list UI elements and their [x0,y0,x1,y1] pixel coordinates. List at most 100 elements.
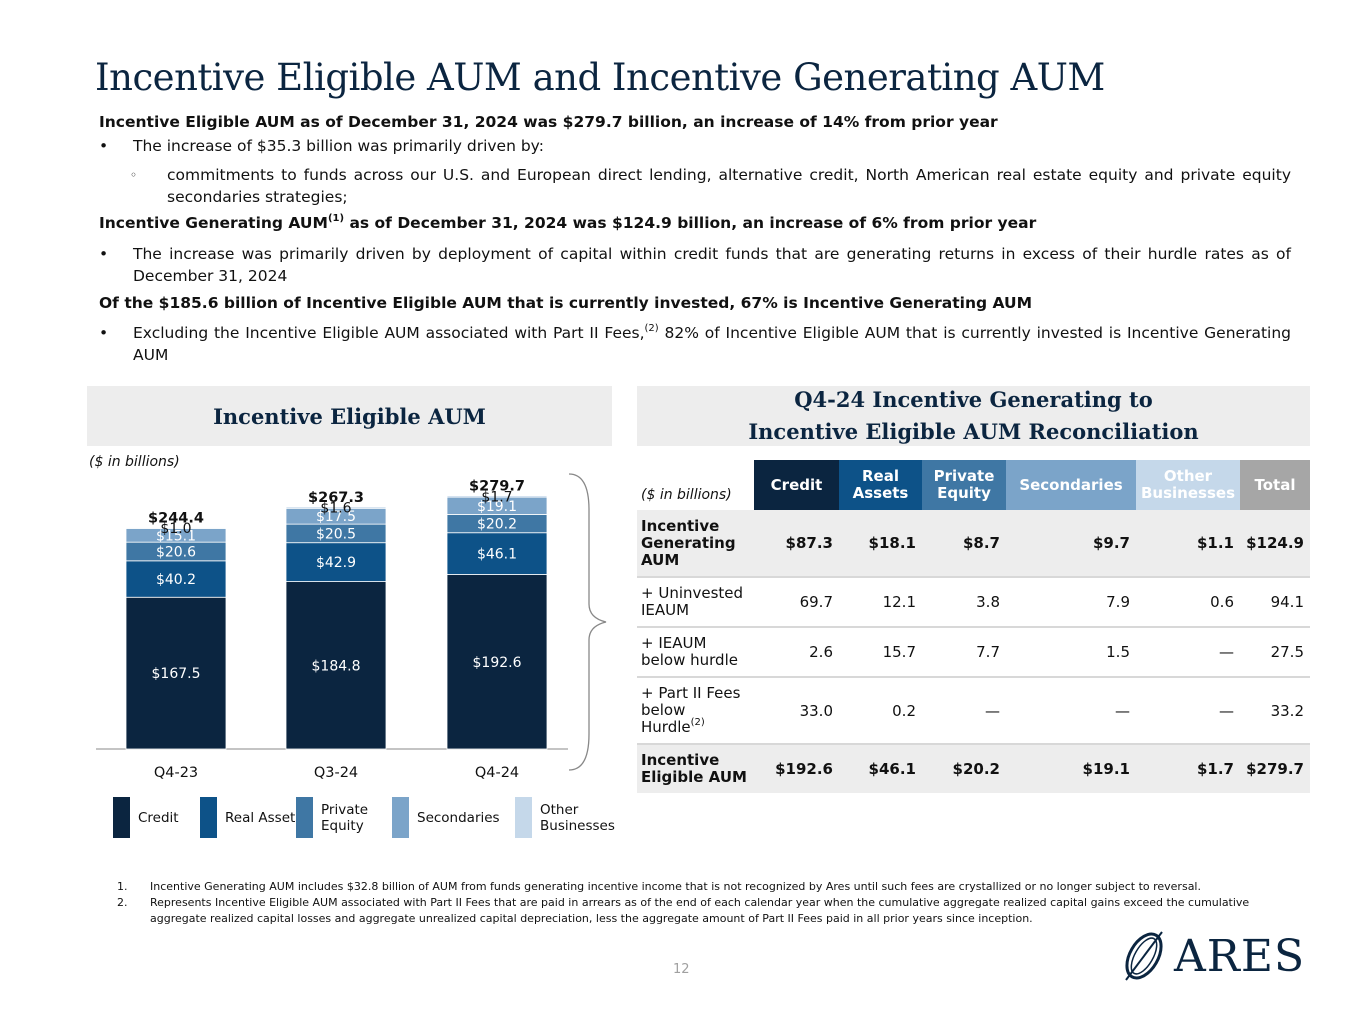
bar-value-label: $20.5 [316,526,356,542]
sub-bullet-mark: ◦ [130,168,138,182]
chart-units-note: ($ in billions) [89,454,180,470]
legend-item: Other Businesses [515,797,620,838]
table-cell: $9.7 [1006,510,1136,578]
ares-logo: ARES [1118,928,1305,984]
table-row: Incentive Eligible AUM $192.6 $46.1 $20.2 $1… [637,744,1310,793]
row-label: + Part II Fees below Hurdle(2) [637,677,754,745]
table-cell: $8.7 [922,510,1006,578]
logo-wordmark: ARES [1174,930,1306,982]
bar-value-label: $46.1 [477,547,517,563]
bar-total-label: $267.3 [308,490,364,506]
footnote-text: Represents Incentive Eligible AUM associ… [150,896,1250,925]
sub-bullet-text: commitments to funds across our U.S. and… [167,166,1291,206]
footnotes: 1. Incentive Generating AUM includes $32… [117,879,1307,927]
table-cell: — [1006,677,1136,745]
legend-label: Credit [138,809,179,826]
bar-value-label: $19.1 [477,499,517,515]
row-label: + Uninvested IEAUM [637,577,754,628]
bar-segment [125,596,227,750]
row-label: Incentive Eligible AUM [637,744,754,793]
bar-value-label: $184.8 [312,658,361,674]
bullet-text: The increase was primarily driven by dep… [133,245,1291,285]
bar-value-label: $17.5 [316,509,356,525]
summary-bullet-increase: • The increase of $35.3 billion was prim… [99,135,1291,157]
table-cell: — [922,677,1006,745]
table-cell: 15.7 [839,627,922,678]
bar-value-label: $1.0 [160,521,191,537]
heading-text-b: as of December 31, 2024 was $124.9 billi… [344,214,1037,232]
stacked-bar-chart: $167.5 $40.2 $20.6$15.1$1.0$244.4 Q4-23 $184… [96,473,607,781]
table-cell: $87.3 [754,510,839,578]
table-row: + IEAUM below hurdle 2.6 15.7 7.7 1.5—27.5 [637,627,1310,678]
table-cell: 3.8 [922,577,1006,628]
bar-value-label: $167.5 [152,666,201,682]
footnote-text: Incentive Generating AUM includes $32.8 … [150,880,1201,893]
column-header: Other Businesses [1136,460,1240,510]
column-header: Private Equity [922,460,1006,510]
legend-label: Other Businesses [540,801,615,834]
row-label: + IEAUM below hurdle [637,627,754,678]
table-cell: — [1136,627,1240,678]
summary-heading-ieaum: Incentive Eligible AUM as of December 31… [99,113,998,131]
bullet-mark: • [99,245,109,263]
table-cell: $1.7 [1136,744,1240,793]
bar-value-label: $192.6 [473,655,522,671]
bar-segment [285,506,387,509]
bar-total-label: $279.7 [469,479,525,495]
reconciliation-brace [568,473,607,771]
summary-bullet-part-ii: • Excluding the Incentive Eligible AUM a… [99,322,1291,366]
legend-swatch [515,797,532,838]
table-cell: — [1136,677,1240,745]
bar-value-label: $42.9 [316,555,356,571]
bar-segment [446,574,548,750]
bullet-text-b: 82% of Incentive Eligible AUM that is cu… [133,324,1291,364]
bar-value-label: $40.2 [156,572,196,588]
legend-item: Real Assets [200,797,305,838]
table-row: + Part II Fees below Hurdle(2) 33.0 0.2— — —… [637,677,1310,745]
table-header-row: ($ in billions) Credit Real Assets Private… [637,460,1310,510]
x-tick-label: Q4-24 [475,765,519,781]
table-cell: 1.5 [1006,627,1136,678]
column-header: Total [1240,460,1310,510]
table-cell: 0.2 [839,677,922,745]
table-cell: 33.2 [1240,677,1310,745]
table-cell: 2.6 [754,627,839,678]
footnote-ref: (2) [690,717,705,728]
table-cell: 27.5 [1240,627,1310,678]
bar-total-label: $244.4 [148,511,204,527]
table-cell: 0.6 [1136,577,1240,628]
table-cell: $192.6 [754,744,839,793]
chart-panel-heading: Incentive Eligible AUM [87,386,612,446]
bullet-text: The increase of $35.3 billion was primar… [133,137,544,155]
reconciliation-table: ($ in billions) Credit Real Assets Private… [637,460,1310,793]
legend-item: Secondaries [392,797,507,838]
table-cell: 33.0 [754,677,839,745]
legend-item: Credit [113,797,228,838]
legend-swatch [392,797,409,838]
bullet-mark: • [99,137,109,155]
footnote-ref-2: (2) [644,323,659,334]
table-row: + Uninvested IEAUM 69.7 12.1 3.8 7.9 0.6 94.1 [637,577,1310,628]
row-label: Incentive Generating AUM [637,510,754,578]
legend-label: Real Assets [225,809,303,826]
table-cell: $124.9 [1240,510,1310,578]
table-cell: 94.1 [1240,577,1310,628]
table-row: Incentive Generating AUM $87.3 $18.1 $8.7 $9… [637,510,1310,578]
table-cell: 7.7 [922,627,1006,678]
bar-value-label: $20.2 [477,517,517,533]
page-title: Incentive Eligible AUM and Incentive Gen… [95,56,1105,99]
legend-swatch [296,797,313,838]
summary-subbullet-commitments: ◦ commitments to funds across our U.S. a… [130,164,1291,208]
legend-swatch [200,797,217,838]
summary-heading-igaum: Incentive Generating AUM(1) as of Decemb… [99,214,1037,233]
legend-label: Secondaries [417,809,500,826]
reconciliation-heading-line1: Q4-24 Incentive Generating to [794,387,1153,412]
bar-value-label: $1.6 [320,501,351,517]
bar-value-label: $20.6 [156,544,196,560]
reconciliation-heading: Q4-24 Incentive Generating to Incentive … [637,386,1310,446]
heading-text-a: Incentive Generating AUM [99,214,328,232]
ares-mark-icon [1125,931,1163,981]
bar-segment [125,527,227,529]
table-cell: $20.2 [922,744,1006,793]
x-tick-label: Q3-24 [314,765,358,781]
